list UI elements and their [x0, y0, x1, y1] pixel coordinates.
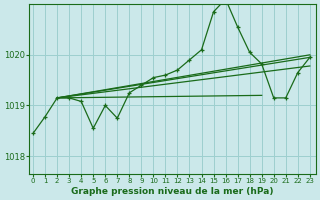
X-axis label: Graphe pression niveau de la mer (hPa): Graphe pression niveau de la mer (hPa): [71, 187, 274, 196]
